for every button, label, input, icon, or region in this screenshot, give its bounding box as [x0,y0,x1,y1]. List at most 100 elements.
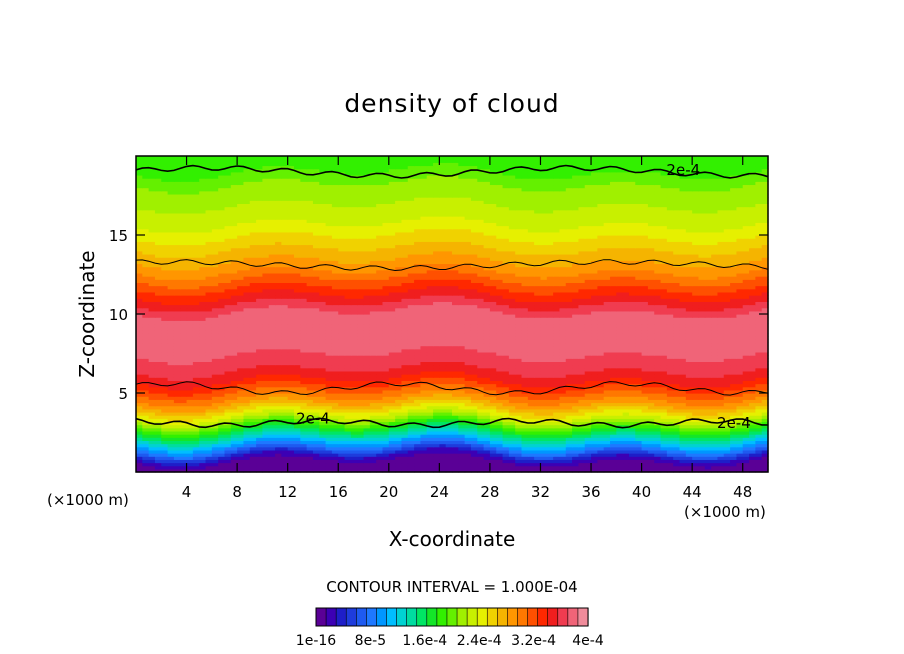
density-cell [666,418,674,423]
density-cell [211,453,219,457]
density-cell [414,326,421,331]
density-cell [508,342,516,347]
density-cell [350,437,358,441]
density-cell [344,370,352,375]
density-cell [192,396,200,400]
density-cell [673,386,681,391]
density-cell [306,358,314,362]
density-cell [218,456,226,460]
density-cell [369,453,377,457]
density-cell [205,411,213,416]
density-cell [654,456,662,460]
density-cell [300,364,308,369]
density-cell [376,418,384,423]
density-cell [470,459,478,464]
density-cell [635,367,643,372]
density-cell [521,351,529,356]
density-cell [717,342,725,347]
density-cell [572,462,579,467]
density-cell [180,386,188,391]
density-cell [161,468,169,473]
density-cell [489,440,497,445]
density-cell [426,358,434,362]
density-cell [275,440,282,445]
density-cell [635,323,643,328]
density-cell [420,370,428,375]
density-cell [180,462,188,467]
density-cell [477,453,485,457]
density-cell [698,342,706,347]
density-cell [401,434,409,438]
density-cell [268,396,276,400]
density-cell [173,351,181,356]
density-cell [572,399,579,404]
density-cell [628,421,636,426]
density-cell [300,336,308,340]
density-cell [717,320,725,325]
density-cell [211,317,219,321]
density-cell [723,345,731,350]
density-cell [736,342,744,347]
density-cell [521,317,529,321]
density-cell [312,326,320,331]
density-cell [161,314,169,318]
density-cell [584,465,592,470]
density-cell [161,440,169,445]
density-cell [350,314,358,318]
density-cell [420,329,428,334]
density-cell [578,383,586,388]
density-cell [654,326,662,331]
density-cell [325,320,333,325]
density-cell [654,332,662,337]
density-cell [167,367,175,372]
density-cell [173,314,181,318]
density-cell [622,380,630,385]
density-cell [521,358,529,362]
density-cell [407,358,415,362]
density-cell [142,456,150,460]
density-cell [199,430,207,435]
density-cell [199,402,207,407]
density-cell [414,459,421,464]
density-cell [382,396,390,400]
density-cell [173,323,181,328]
density-cell [331,345,339,350]
density-cell [477,462,485,467]
density-cell [268,408,276,413]
density-cell [635,453,643,457]
density-cell [553,345,561,350]
density-cell [338,456,346,460]
density-cell [591,402,598,407]
density-cell [218,326,226,331]
density-cell [679,370,687,375]
density-cell [211,329,219,334]
density-cell [319,377,327,381]
density-cell [357,396,365,400]
density-cell [357,421,365,426]
density-cell [395,446,403,451]
density-cell [256,329,263,334]
density-cell [243,355,251,359]
density-cell [433,370,440,375]
density-cell [622,326,630,331]
density-cell [717,332,725,337]
density-cell [407,336,415,340]
density-cell [224,345,232,350]
density-cell [363,468,371,473]
density-cell [540,462,548,467]
density-cell [628,320,636,325]
density-cell [761,383,769,388]
density-cell [414,317,421,321]
density-cell [420,440,428,445]
density-cell [218,380,226,385]
density-cell [142,383,150,388]
density-cell [312,351,320,356]
density-cell [319,437,327,441]
density-cell [610,383,617,388]
density-cell [534,320,542,325]
density-cell [477,446,485,451]
density-cell [407,459,415,464]
density-cell [458,389,466,394]
density-cell [553,317,561,321]
density-cell [515,443,523,448]
